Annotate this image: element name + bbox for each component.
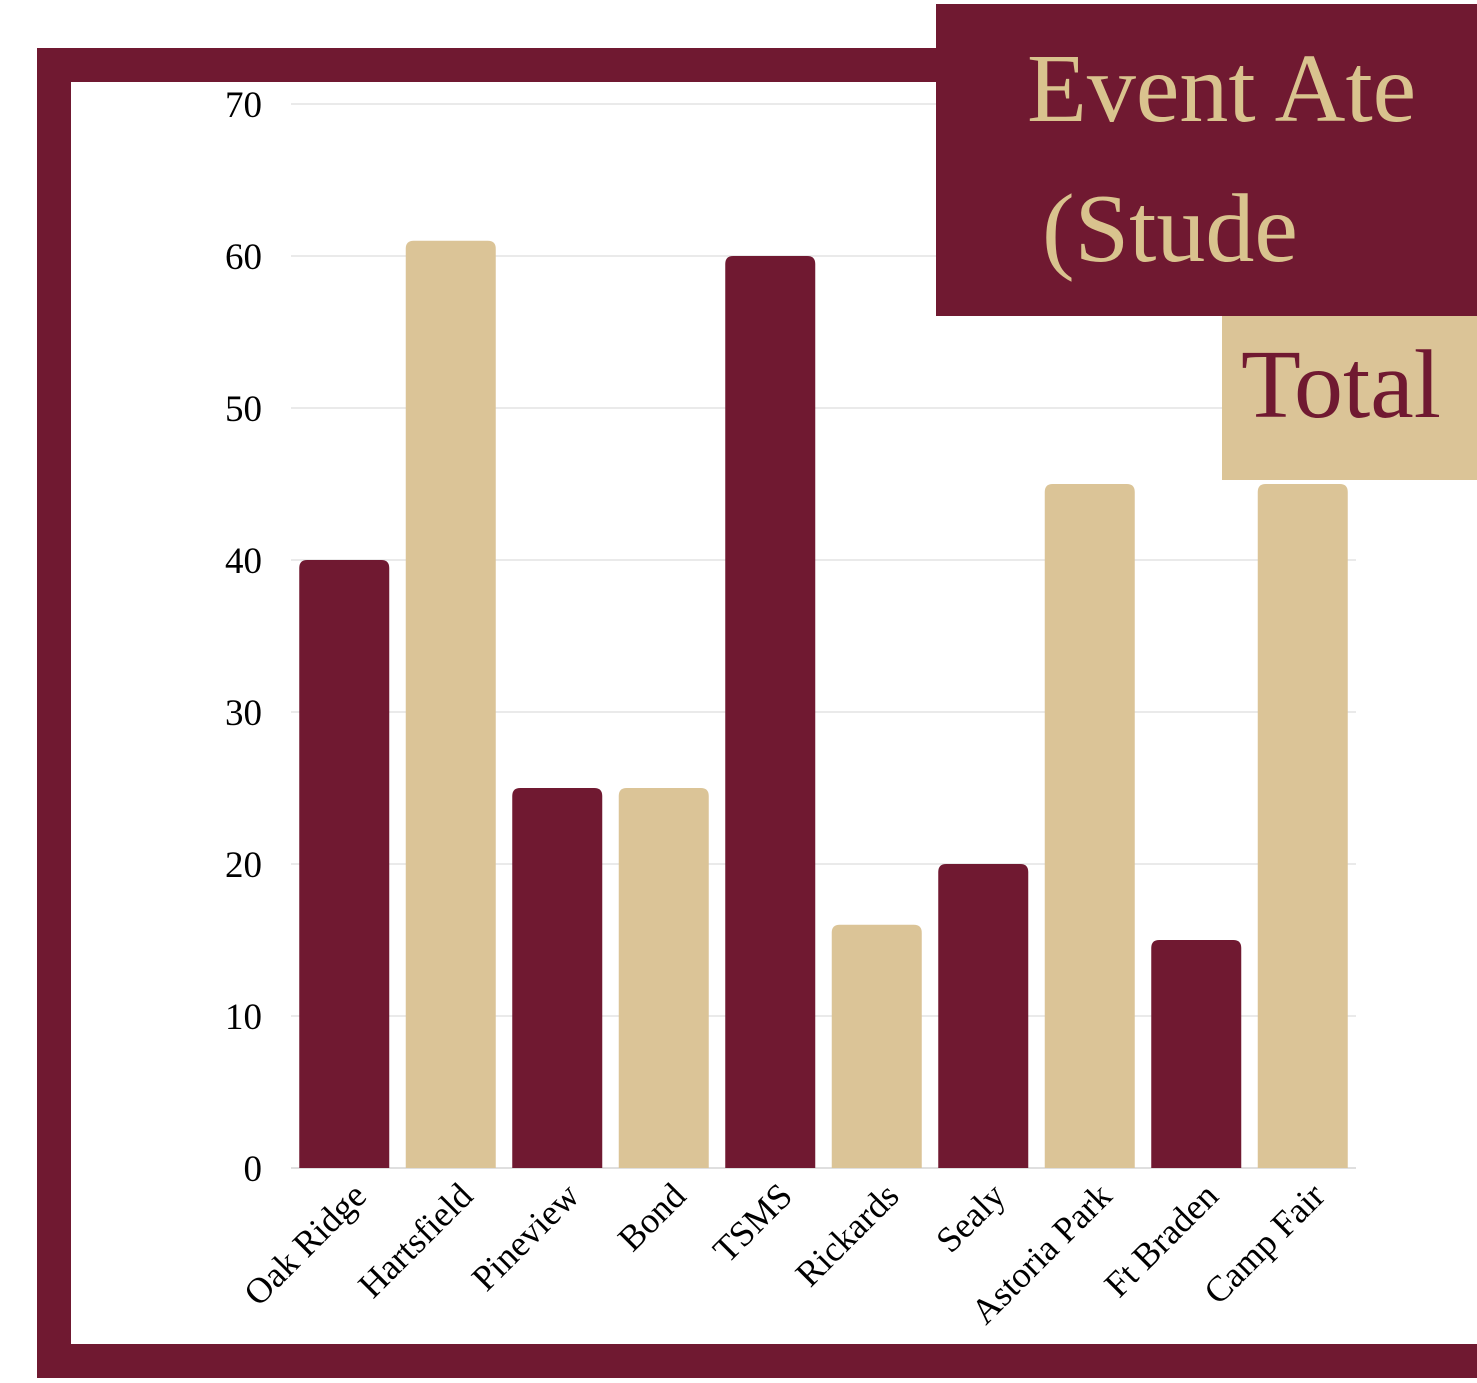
bar-hartsfield [405, 240, 496, 1169]
bar-pineview [512, 788, 603, 1168]
y-tick-label: 70 [225, 85, 262, 126]
y-tick-label: 60 [225, 237, 262, 278]
y-tick-label: 0 [244, 1149, 263, 1190]
bar-rickards [831, 924, 922, 1168]
x-tick-label: Hartsfield [350, 1175, 480, 1305]
chart-title-line-1: Event Ate [1027, 35, 1417, 143]
bar-camp-fair [1257, 484, 1348, 1168]
bar-oak-ridge [299, 560, 390, 1168]
chart-title-line-2: (Stude [1042, 175, 1298, 283]
y-tick-label: 20 [225, 845, 262, 886]
bar-bond [618, 788, 709, 1168]
x-tick-label: Bond [610, 1175, 693, 1258]
x-tick-label: Pineview [464, 1175, 587, 1298]
bar-ft-braden [1151, 940, 1242, 1168]
x-tick-label: TSMS [705, 1175, 800, 1270]
bar-astoria-park [1044, 484, 1135, 1168]
bar-sealy [938, 864, 1029, 1168]
chart-subtitle: Total [1241, 331, 1441, 439]
y-tick-label: 10 [225, 997, 262, 1038]
bar-tsms [725, 256, 816, 1168]
x-tick-label: Oak Ridge [236, 1175, 374, 1313]
bars [299, 240, 1348, 1169]
y-tick-label: 40 [225, 541, 262, 582]
y-tick-label: 30 [225, 693, 262, 734]
y-axis-ticks: 0 10 20 30 40 50 60 70 [225, 85, 262, 1190]
x-tick-label: Rickards [788, 1175, 907, 1294]
subtitle-banner: Total [1222, 316, 1477, 480]
title-banner: Event Ate (Stude [936, 4, 1477, 316]
x-tick-label: Sealy [928, 1175, 1013, 1260]
y-tick-label: 50 [225, 389, 262, 430]
